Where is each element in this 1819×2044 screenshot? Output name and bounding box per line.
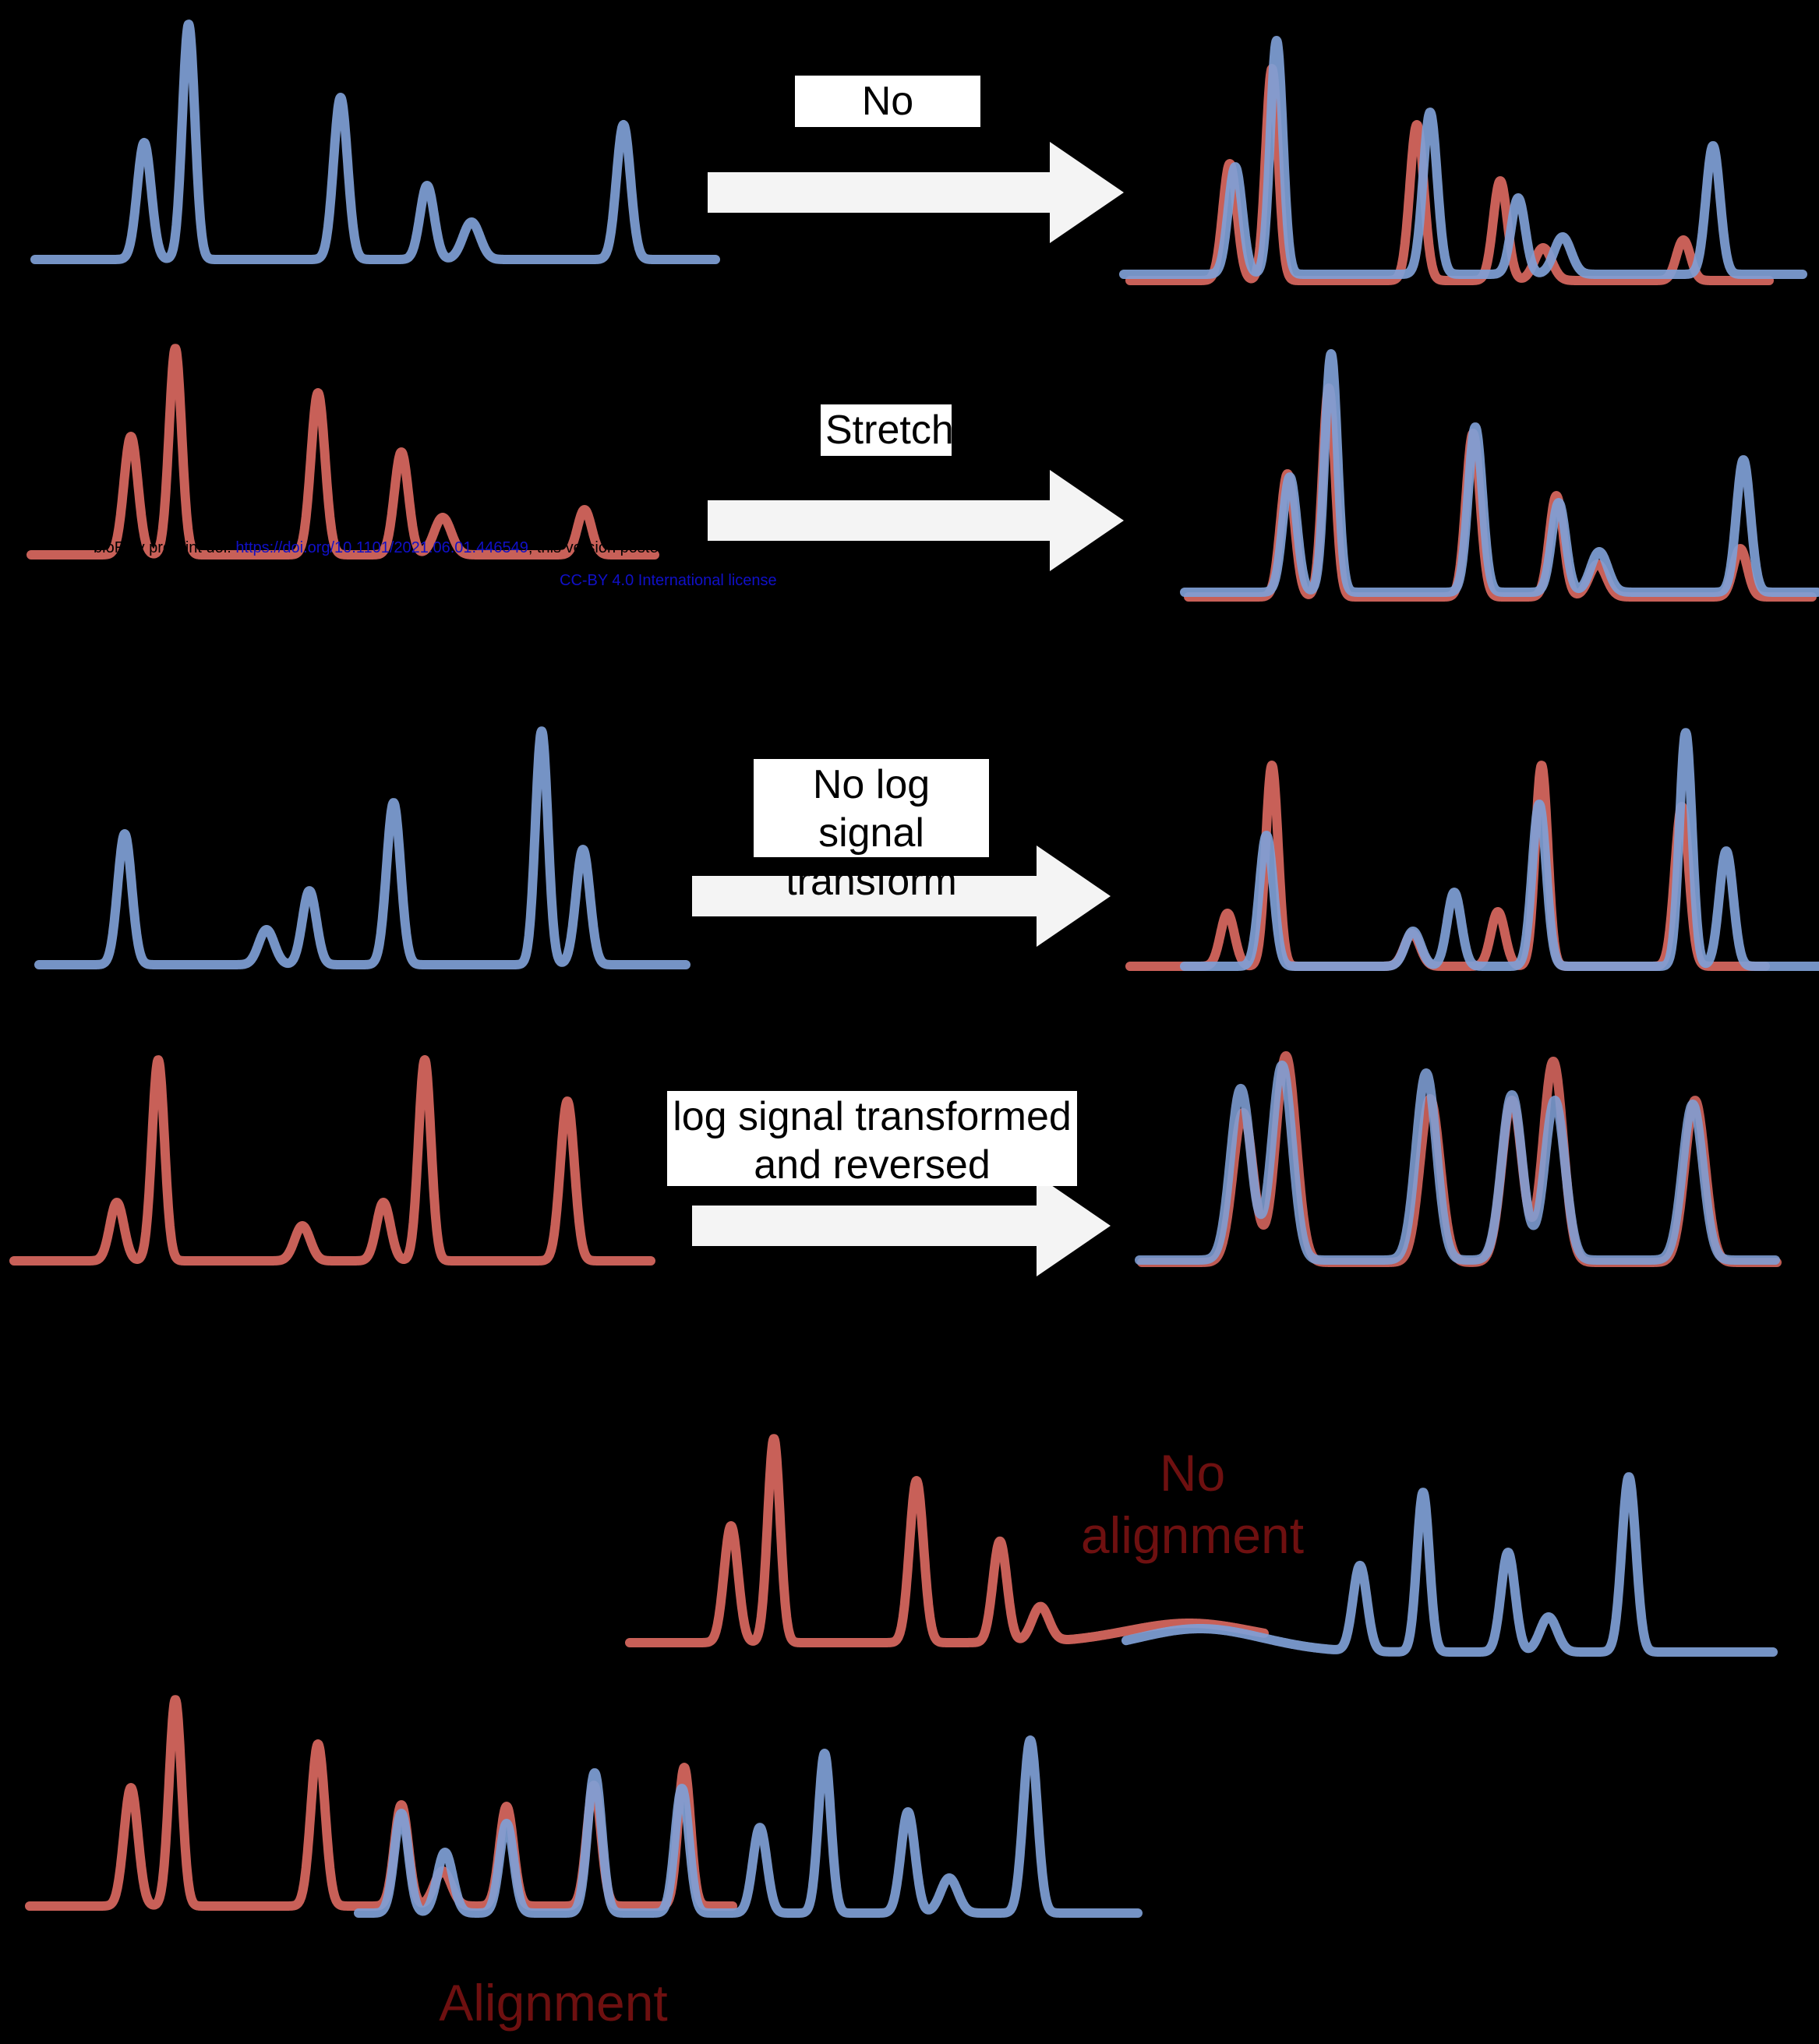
log-line-1: log signal transformed	[673, 1094, 1072, 1139]
blue-trace-top-left	[30, 19, 720, 264]
blue-trace-no-alignment	[1121, 1472, 1778, 1657]
no-log-line-1: No log signal	[812, 762, 931, 856]
red-trace-alignment	[25, 1695, 737, 1911]
watermark-license[interactable]: CC-BY 4.0 International license	[560, 572, 777, 590]
preprint-watermark: bioRxiv preprint doi: https://doi.org/10…	[94, 539, 1020, 557]
alignment-label: Alignment	[405, 1972, 701, 2034]
no-alignment-label: No alignment	[1044, 1442, 1340, 1566]
stretch-text: Stretch	[825, 408, 954, 453]
blue-trace-stretch	[1180, 349, 1819, 597]
arrow-no-log	[692, 845, 1111, 947]
blue-trace-mid-left	[34, 726, 691, 969]
blue-trace-log-reversed	[1135, 1061, 1780, 1265]
arrow-stretch	[708, 470, 1124, 571]
no-log-transform-label: No log signal transform	[754, 759, 989, 904]
arrow-no-stretch	[708, 142, 1124, 243]
watermark-suffix: ; this version posted June 2, 2021. The …	[528, 539, 1020, 556]
no-alignment-line-1: No	[1159, 1444, 1226, 1502]
red-trace-no-alignment	[625, 1434, 1269, 1647]
blue-trace-no-stretch	[1119, 36, 1807, 279]
log-line-2: and reversed	[754, 1142, 991, 1188]
log-transformed-label: log signal transformed and reversed	[667, 1091, 1077, 1188]
no-stretch-text: No stretch	[826, 79, 949, 172]
arrow-log	[692, 1175, 1111, 1276]
blue-trace-alignment	[354, 1735, 1143, 1918]
red-trace-mid-left	[9, 1055, 655, 1266]
watermark-prefix: bioRxiv preprint doi:	[94, 539, 236, 556]
trace-layer	[9, 19, 1819, 1918]
stretch-label: Stretch	[821, 404, 954, 456]
alignment-text: Alignment	[439, 1974, 668, 2032]
no-log-line-2: transform	[786, 859, 957, 904]
watermark-license-text[interactable]: CC-BY 4.0 International license	[560, 572, 777, 589]
red-trace-no-stretch	[1125, 64, 1774, 285]
no-alignment-line-2: alignment	[1080, 1506, 1305, 1564]
watermark-doi-link[interactable]: https://doi.org/10.1101/2021.06.01.44654…	[235, 539, 528, 556]
arrow-layer	[692, 142, 1124, 1276]
no-stretch-label: No stretch	[795, 76, 980, 172]
red-trace-left	[26, 344, 659, 560]
blue-trace-no-log	[1180, 728, 1819, 971]
